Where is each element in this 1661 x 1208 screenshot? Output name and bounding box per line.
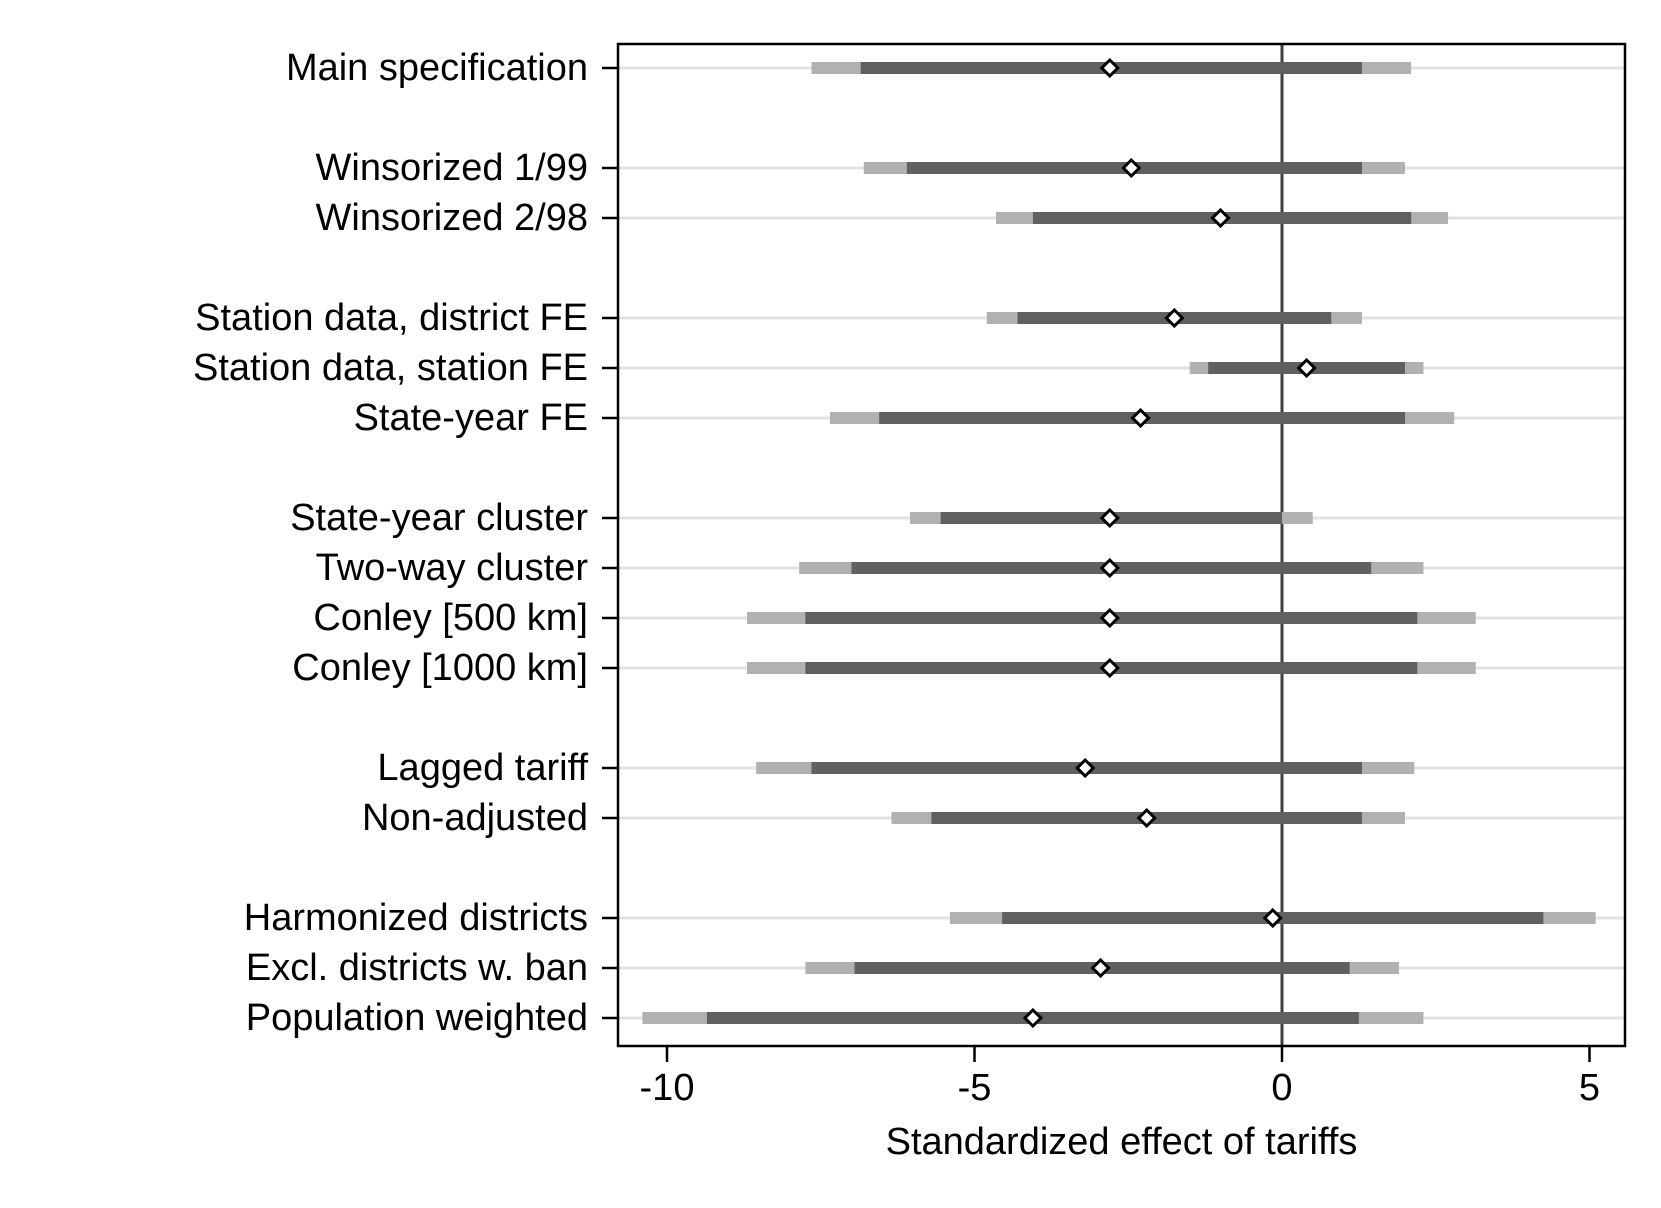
estimate-marker (1121, 157, 1142, 179)
estimate-marker (1099, 607, 1120, 629)
estimate-marker (1136, 807, 1157, 829)
estimate-marker (1130, 407, 1151, 429)
estimate-marker (1099, 57, 1120, 79)
estimate-marker (1296, 357, 1317, 379)
x-axis-tick-labels: -10 -5 0 5 (640, 1067, 1601, 1109)
x-tick-label: -10 (640, 1067, 695, 1109)
estimate-marker (1164, 307, 1185, 329)
y-axis-labels: Main specification Winsorized 1/99 Winsori… (193, 47, 588, 1039)
row-label: Main specification (286, 47, 588, 89)
row-label: Non-adjusted (362, 797, 588, 839)
row-label: Harmonized districts (244, 897, 588, 939)
row-label: Station data, district FE (195, 297, 588, 339)
estimate-marker (1099, 507, 1120, 529)
row-label: Conley [500 km] (313, 597, 588, 639)
estimate-marker (1262, 907, 1283, 929)
row-label: Population weighted (246, 997, 588, 1039)
row-label: Lagged tariff (377, 747, 588, 789)
plot-frame (616, 42, 1627, 1048)
row-label: State-year FE (354, 397, 588, 439)
point-estimates (1022, 57, 1317, 1029)
x-tick-label: -5 (958, 1067, 992, 1109)
x-axis-title: Standardized effect of tariffs (886, 1121, 1358, 1163)
estimate-marker (1099, 657, 1120, 679)
estimate-marker (1210, 207, 1231, 229)
row-label: State-year cluster (290, 497, 588, 539)
row-label: Winsorized 1/99 (316, 147, 588, 189)
x-tick-label: 5 (1579, 1067, 1600, 1109)
estimate-marker (1099, 557, 1120, 579)
estimate-marker (1090, 957, 1111, 979)
row-label: Two-way cluster (316, 547, 589, 589)
row-label: Station data, station FE (193, 347, 588, 389)
y-axis-ticks (602, 66, 618, 1020)
estimate-marker (1075, 757, 1096, 779)
row-label: Conley [1000 km] (292, 647, 588, 689)
row-label: Excl. districts w. ban (246, 947, 588, 989)
row-label: Winsorized 2/98 (316, 197, 588, 239)
x-axis-ticks (665, 1046, 1591, 1062)
x-tick-label: 0 (1271, 1067, 1292, 1109)
estimate-marker (1022, 1007, 1044, 1029)
